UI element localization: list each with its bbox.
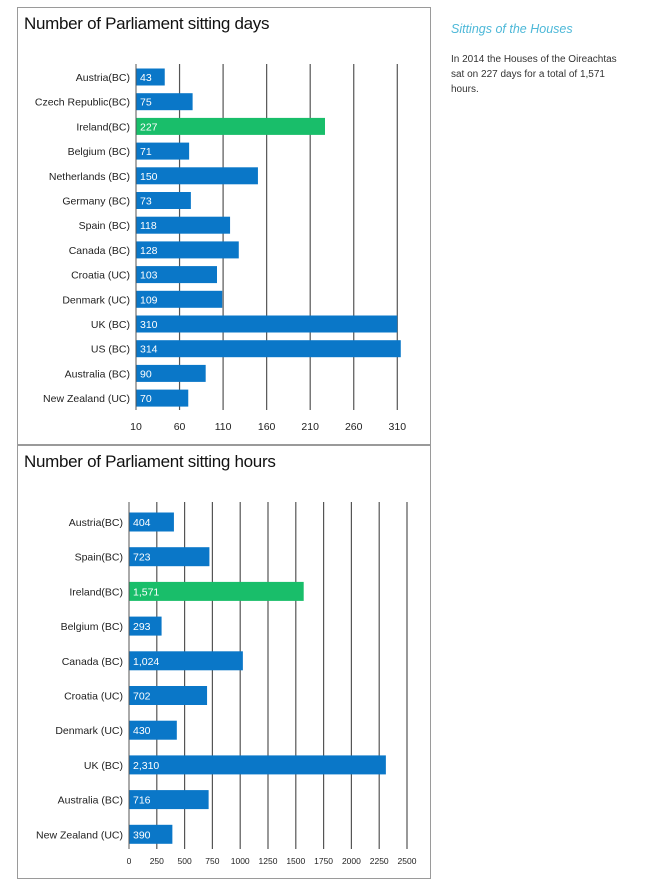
x-tick-label: 60	[174, 421, 186, 433]
x-tick-label: 1250	[259, 856, 278, 866]
bar-value-label: 702	[133, 691, 151, 703]
x-tick-label: 310	[389, 421, 407, 433]
category-label: Germany (BC)	[62, 196, 130, 208]
category-label: Ireland(BC)	[76, 121, 130, 133]
bar-value-label: 723	[133, 552, 151, 564]
x-tick-label: 1000	[231, 856, 250, 866]
bar-value-label: 109	[140, 294, 158, 306]
x-tick-label: 110	[215, 421, 232, 433]
bar-value-label: 90	[140, 368, 152, 380]
category-label: Netherlands (BC)	[49, 171, 130, 183]
bar-value-label: 103	[140, 270, 158, 282]
bar	[129, 755, 386, 775]
x-tick-label: 2250	[370, 856, 389, 866]
bar-value-label: 150	[140, 171, 158, 183]
category-label: Croatia (UC)	[64, 691, 123, 703]
bar	[136, 340, 401, 358]
bar-value-label: 75	[140, 97, 152, 109]
category-label: US (BC)	[91, 344, 130, 356]
bar-value-label: 71	[140, 146, 152, 158]
bar	[129, 824, 173, 844]
bar	[129, 512, 174, 532]
bar	[136, 192, 191, 209]
bar	[136, 117, 325, 135]
category-label: Canada (BC)	[62, 656, 123, 668]
x-tick-label: 10	[130, 421, 142, 433]
bar-value-label: 128	[140, 245, 158, 257]
category-label: Czech Republic(BC)	[35, 97, 130, 109]
days-chart: 43 Austria(BC) 75 Czech Republic(BC) 227 Irel…	[35, 64, 407, 433]
x-tick-label: 250	[150, 856, 164, 866]
category-label: Canada (BC)	[69, 245, 130, 257]
bar	[129, 686, 208, 705]
bar	[136, 68, 165, 86]
bar-value-label: 314	[140, 344, 158, 356]
category-label: UK (BC)	[84, 760, 123, 772]
category-label: Spain (BC)	[79, 220, 130, 232]
hours-chart-panel: Number of Parliament sitting hours 404 Au…	[17, 445, 431, 879]
bar	[136, 142, 190, 160]
bar	[136, 241, 239, 259]
sidebar-title: Sittings of the Houses	[451, 22, 573, 36]
bar-value-label: 70	[140, 393, 152, 405]
hours-chart-title: Number of Parliament sitting hours	[24, 452, 276, 471]
bar	[136, 389, 189, 407]
x-tick-label: 1750	[314, 856, 333, 866]
bar	[136, 167, 258, 185]
x-tick-label: 2000	[342, 856, 361, 866]
bar-value-label: 293	[133, 621, 151, 633]
bar-value-label: 1,571	[133, 586, 159, 598]
hours-chart: 404 Austria(BC) 723 Spain(BC) 1,571 Ireland(B…	[36, 502, 417, 866]
category-label: Spain(BC)	[75, 552, 123, 564]
x-tick-label: 1500	[286, 856, 305, 866]
bar-value-label: 430	[133, 725, 151, 737]
category-label: New Zealand (UC)	[36, 829, 123, 841]
category-label: Croatia (UC)	[71, 270, 130, 282]
bar	[136, 315, 398, 333]
category-label: Australia (BC)	[58, 795, 123, 807]
bar	[129, 547, 210, 567]
days-chart-title: Number of Parliament sitting days	[24, 14, 270, 33]
bar-value-label: 310	[140, 319, 158, 331]
bar-value-label: 227	[140, 121, 158, 133]
category-label: Belgium (BC)	[61, 621, 123, 633]
bar	[129, 616, 162, 636]
bar-value-label: 1,024	[133, 656, 159, 668]
bar-value-label: 404	[133, 517, 151, 529]
category-label: Ireland(BC)	[69, 586, 123, 598]
bar-value-label: 2,310	[133, 760, 159, 772]
bar	[129, 651, 243, 671]
bar	[136, 364, 206, 382]
category-label: Denmark (UC)	[62, 294, 130, 306]
category-label: UK (BC)	[91, 319, 130, 331]
x-tick-label: 210	[301, 421, 319, 433]
x-tick-label: 750	[205, 856, 219, 866]
bar-value-label: 118	[140, 220, 157, 232]
bar-value-label: 390	[133, 829, 151, 841]
x-tick-label: 160	[258, 421, 276, 433]
category-label: Australia (BC)	[65, 368, 130, 380]
days-chart-panel: Number of Parliament sitting days 43 Aust…	[17, 7, 431, 445]
x-tick-label: 500	[178, 856, 192, 866]
x-tick-label: 2500	[398, 856, 417, 866]
category-label: Austria(BC)	[69, 517, 123, 529]
x-tick-label: 260	[345, 421, 363, 433]
bar	[129, 790, 209, 810]
bar	[136, 290, 223, 308]
bar	[136, 93, 193, 111]
category-label: Belgium (BC)	[68, 146, 130, 158]
category-label: Austria(BC)	[76, 72, 130, 84]
x-tick-label: 0	[127, 856, 132, 866]
bar	[136, 216, 231, 234]
category-label: Denmark (UC)	[55, 725, 123, 737]
bar	[136, 266, 217, 284]
category-label: New Zealand (UC)	[43, 393, 130, 405]
bar-value-label: 43	[140, 72, 152, 84]
bar	[129, 581, 304, 601]
sidebar-text: In 2014 the Houses of the Oireachtas sat…	[451, 54, 617, 95]
bar-value-label: 716	[133, 795, 151, 807]
bar-value-label: 73	[140, 196, 152, 208]
bar	[129, 720, 177, 740]
